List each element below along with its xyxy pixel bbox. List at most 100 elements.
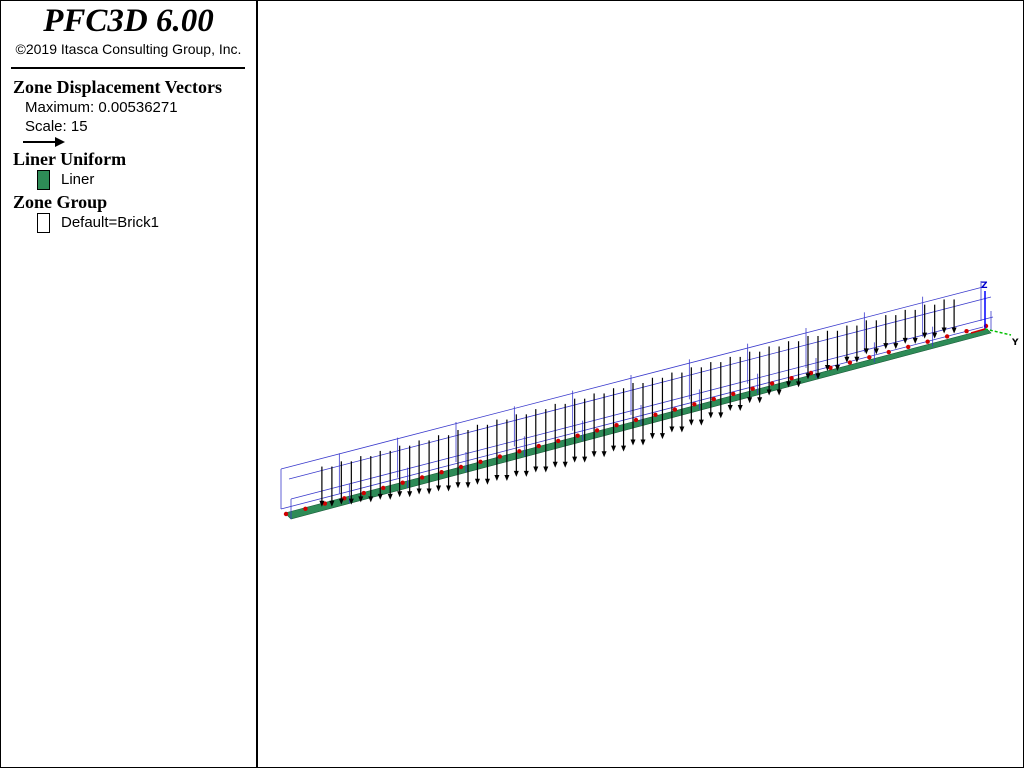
node bbox=[361, 490, 366, 496]
liner bbox=[284, 328, 992, 520]
vector-head bbox=[562, 461, 568, 468]
vector-head bbox=[854, 356, 860, 363]
vector-head bbox=[368, 496, 374, 503]
vector-head bbox=[484, 478, 490, 485]
legend-title: Zone Displacement Vectors bbox=[13, 77, 222, 97]
node bbox=[439, 470, 444, 475]
vector-head bbox=[513, 470, 519, 477]
vector-head bbox=[766, 389, 772, 396]
vector-head bbox=[688, 419, 694, 426]
node bbox=[672, 407, 678, 412]
vector-head bbox=[815, 373, 821, 380]
vector-head bbox=[698, 419, 704, 426]
node bbox=[750, 386, 755, 391]
vector-head bbox=[446, 485, 452, 492]
node bbox=[731, 391, 736, 397]
node bbox=[828, 365, 833, 370]
vector-head bbox=[465, 482, 471, 489]
vector-head bbox=[348, 498, 354, 505]
vector-head bbox=[883, 343, 889, 350]
title: PFC3D 6.00 bbox=[43, 3, 214, 39]
node bbox=[303, 506, 308, 511]
vector-head bbox=[543, 466, 549, 473]
vector-head bbox=[338, 498, 344, 505]
vector-head bbox=[893, 343, 899, 350]
node bbox=[867, 355, 872, 360]
node bbox=[847, 360, 853, 365]
vector-head bbox=[630, 439, 636, 446]
x-axis bbox=[970, 328, 986, 334]
node bbox=[400, 480, 405, 485]
wire bbox=[280, 326, 984, 510]
vector-head bbox=[834, 365, 840, 372]
node bbox=[711, 396, 716, 402]
vector-head bbox=[611, 445, 617, 452]
node bbox=[925, 339, 930, 344]
vector-head bbox=[737, 404, 743, 411]
vector-head bbox=[416, 488, 422, 495]
axis-label: Z bbox=[981, 281, 988, 291]
vector-head bbox=[319, 500, 325, 507]
legend-panel: PFC3D 6.00 ©2019 Itasca Consulting Group… bbox=[1, 1, 258, 767]
vector-head bbox=[941, 327, 947, 334]
legend-line: Scale: 15 bbox=[25, 118, 88, 135]
node bbox=[633, 417, 639, 423]
node bbox=[536, 443, 541, 449]
vector-head bbox=[786, 381, 792, 388]
vector-head bbox=[727, 404, 733, 411]
vector-head bbox=[621, 445, 627, 452]
model bbox=[280, 281, 994, 520]
legend-title: Zone Group bbox=[13, 192, 108, 212]
vector-head bbox=[552, 461, 558, 468]
node bbox=[283, 511, 289, 517]
vector-head bbox=[757, 397, 763, 404]
vector-head bbox=[863, 348, 869, 355]
node bbox=[322, 501, 328, 506]
node bbox=[906, 344, 911, 350]
legend-title: Liner Uniform bbox=[13, 149, 127, 169]
node bbox=[944, 334, 950, 339]
node bbox=[594, 428, 600, 433]
divider bbox=[11, 67, 245, 69]
node bbox=[614, 423, 619, 428]
vector-head bbox=[533, 466, 539, 473]
vector-head bbox=[679, 426, 685, 433]
vector-head bbox=[436, 485, 442, 492]
node bbox=[575, 433, 580, 438]
vector-head bbox=[387, 493, 393, 500]
vector-head bbox=[747, 397, 753, 404]
vector-head bbox=[572, 456, 578, 463]
node bbox=[458, 464, 464, 470]
vector-head bbox=[951, 327, 957, 334]
vector-head bbox=[591, 451, 597, 458]
axis-label: Y bbox=[1011, 338, 1019, 348]
vector-head bbox=[377, 493, 383, 500]
legend-line: Maximum: 0.00536271 bbox=[25, 99, 178, 116]
swatch bbox=[37, 170, 50, 190]
node bbox=[556, 438, 561, 444]
swatch bbox=[37, 213, 50, 233]
node bbox=[478, 459, 483, 464]
vector-head bbox=[922, 332, 928, 339]
vector-head bbox=[824, 365, 830, 372]
vector-head bbox=[912, 337, 918, 344]
vector-head bbox=[504, 474, 510, 481]
arrow-icon bbox=[23, 137, 65, 147]
node bbox=[789, 376, 794, 381]
node bbox=[692, 402, 697, 407]
node bbox=[517, 449, 522, 454]
node bbox=[769, 381, 775, 386]
node bbox=[419, 475, 425, 480]
vector-head bbox=[805, 373, 811, 380]
vector-head bbox=[649, 433, 655, 440]
node bbox=[381, 485, 386, 491]
vector-head bbox=[796, 381, 802, 388]
vector-head bbox=[474, 478, 480, 485]
vector-head bbox=[494, 474, 500, 481]
vector-head bbox=[426, 488, 432, 495]
legend-item: Default=Brick1 bbox=[61, 214, 159, 231]
node bbox=[886, 349, 891, 355]
vector-head bbox=[873, 348, 879, 355]
